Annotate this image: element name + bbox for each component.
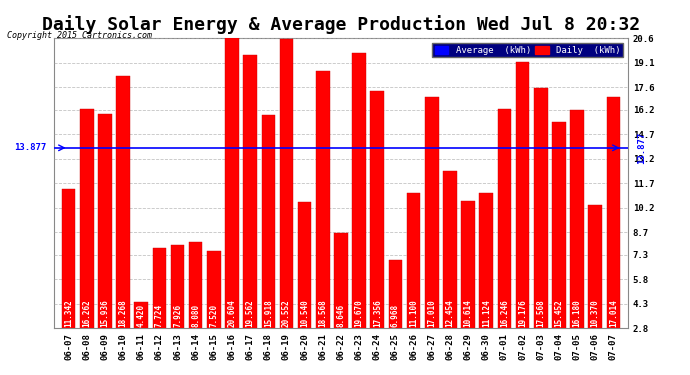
- Bar: [244, 55, 257, 374]
- Text: 16.246: 16.246: [500, 299, 509, 327]
- Text: 20.604: 20.604: [228, 299, 237, 327]
- Text: 10.614: 10.614: [464, 299, 473, 327]
- Text: 7.926: 7.926: [173, 303, 182, 327]
- Bar: [462, 201, 475, 374]
- Bar: [480, 193, 493, 374]
- Bar: [607, 97, 620, 374]
- Text: 18.568: 18.568: [318, 299, 327, 327]
- Bar: [116, 76, 130, 374]
- Text: 16.262: 16.262: [82, 299, 91, 327]
- Bar: [425, 97, 439, 374]
- Text: 19.176: 19.176: [518, 299, 527, 327]
- Text: 16.180: 16.180: [573, 299, 582, 327]
- Bar: [516, 62, 529, 374]
- Bar: [135, 302, 148, 374]
- Bar: [388, 260, 402, 374]
- Text: 17.010: 17.010: [427, 299, 436, 327]
- Bar: [152, 248, 166, 374]
- Text: 19.562: 19.562: [246, 299, 255, 327]
- Text: 7.520: 7.520: [209, 303, 218, 327]
- Bar: [207, 251, 221, 374]
- Bar: [371, 91, 384, 374]
- Text: 8.646: 8.646: [337, 303, 346, 327]
- Text: Copyright 2015 Cartronics.com: Copyright 2015 Cartronics.com: [7, 30, 152, 39]
- Bar: [225, 38, 239, 374]
- Bar: [80, 109, 94, 374]
- Title: Daily Solar Energy & Average Production Wed Jul 8 20:32: Daily Solar Energy & Average Production …: [42, 15, 640, 34]
- Bar: [570, 110, 584, 374]
- Text: 15.452: 15.452: [555, 299, 564, 327]
- Text: 7.724: 7.724: [155, 303, 164, 327]
- Bar: [61, 189, 75, 374]
- Text: 19.670: 19.670: [355, 299, 364, 327]
- Bar: [534, 88, 548, 374]
- Text: 11.342: 11.342: [64, 299, 73, 327]
- Text: 8.080: 8.080: [191, 303, 200, 327]
- Bar: [552, 122, 566, 374]
- Text: 15.936: 15.936: [100, 299, 110, 327]
- Bar: [279, 39, 293, 374]
- Text: 6.968: 6.968: [391, 303, 400, 327]
- Text: 20.552: 20.552: [282, 299, 291, 327]
- Bar: [170, 245, 184, 374]
- Bar: [262, 115, 275, 374]
- Bar: [298, 202, 311, 374]
- Text: 10.540: 10.540: [300, 299, 309, 327]
- Text: 17.356: 17.356: [373, 299, 382, 327]
- Text: 4.420: 4.420: [137, 303, 146, 327]
- Text: 13.877: 13.877: [637, 132, 646, 164]
- Bar: [98, 114, 112, 374]
- Bar: [316, 71, 330, 374]
- Text: 11.100: 11.100: [409, 299, 418, 327]
- Text: 18.268: 18.268: [119, 299, 128, 327]
- Bar: [589, 205, 602, 374]
- Bar: [334, 233, 348, 374]
- Bar: [353, 54, 366, 374]
- Text: 17.014: 17.014: [609, 299, 618, 327]
- Text: 17.568: 17.568: [536, 299, 545, 327]
- Text: 11.124: 11.124: [482, 299, 491, 327]
- Bar: [189, 242, 202, 374]
- Text: 12.454: 12.454: [446, 299, 455, 327]
- Bar: [497, 109, 511, 374]
- Text: 10.370: 10.370: [591, 299, 600, 327]
- Bar: [407, 193, 420, 374]
- Text: 13.877: 13.877: [14, 143, 47, 152]
- Bar: [443, 171, 457, 374]
- Legend: Average  (kWh), Daily  (kWh): Average (kWh), Daily (kWh): [432, 43, 624, 57]
- Text: 15.918: 15.918: [264, 299, 273, 327]
